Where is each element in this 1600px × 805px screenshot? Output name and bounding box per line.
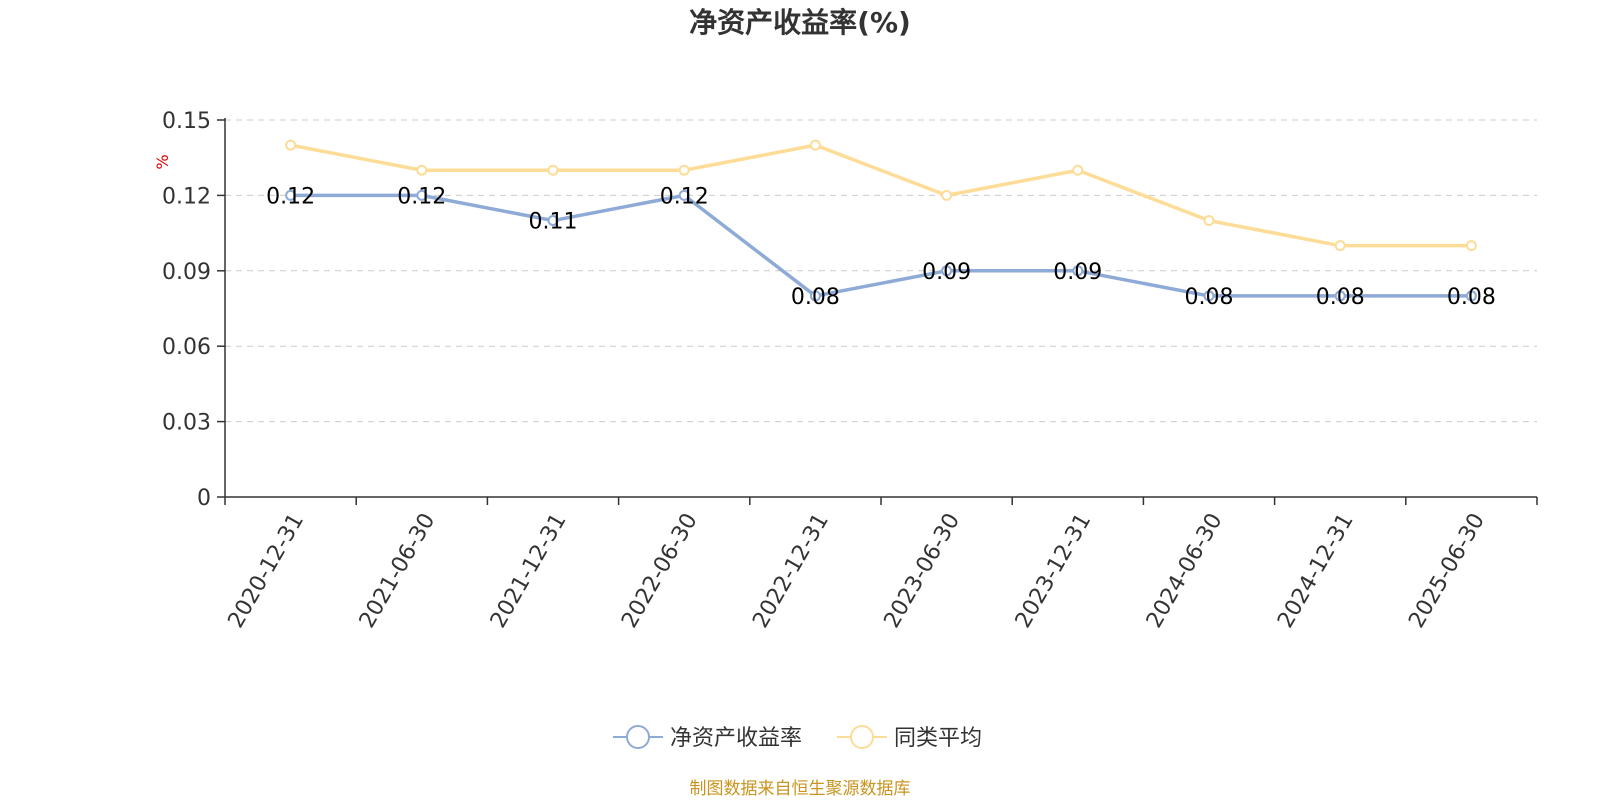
data-point-0 <box>416 189 428 201</box>
data-label: 0.11 <box>529 210 578 235</box>
legend-label-0: 净资产收益率 <box>670 726 802 751</box>
data-point-1 <box>1465 240 1477 252</box>
data-point-0 <box>1334 290 1346 302</box>
data-point-0 <box>809 290 821 302</box>
legend-marker-1 <box>850 725 874 749</box>
x-tick-label: 2025-06-30 <box>1404 509 1490 632</box>
data-point-0 <box>1072 265 1084 277</box>
data-label: 0.08 <box>1185 285 1234 310</box>
data-point-0 <box>1203 290 1215 302</box>
data-point-1 <box>1203 215 1215 227</box>
gridlines <box>225 119 1537 423</box>
data-point-1 <box>416 164 428 176</box>
data-point-0 <box>941 265 953 277</box>
x-tick-label: 2023-12-31 <box>1011 509 1097 632</box>
data-label: 0.12 <box>266 184 315 209</box>
x-tick-label: 2021-06-30 <box>355 509 441 632</box>
y-tick-label: 0.09 <box>162 260 211 285</box>
data-point-0 <box>678 189 690 201</box>
y-axis-unit-label: % <box>153 154 172 169</box>
data-point-1 <box>809 139 821 151</box>
x-tick-label: 2024-06-30 <box>1142 509 1228 632</box>
data-label: 0.08 <box>1447 285 1496 310</box>
y-tick-label: 0.12 <box>162 184 211 209</box>
x-tick-label: 2020-12-31 <box>224 509 310 632</box>
data-label: 0.12 <box>397 184 446 209</box>
y-tick-label: 0.06 <box>162 335 211 360</box>
data-label: 0.08 <box>1316 285 1365 310</box>
data-label: 0.09 <box>922 260 971 285</box>
y-tick-label: 0 <box>197 486 211 511</box>
series <box>285 139 1477 302</box>
x-tick-label: 2024-12-31 <box>1273 509 1359 632</box>
legend-marker-0 <box>626 725 650 749</box>
data-labels: 0.12 0.12 0.11 0.12 0.08 0.09 0.09 0.08 0.08 0.08 <box>266 184 1496 310</box>
x-tick-label: 2023-06-30 <box>880 509 966 632</box>
data-label: 0.08 <box>791 285 840 310</box>
data-point-1 <box>547 164 559 176</box>
x-tick-label: 2022-12-31 <box>748 509 834 632</box>
y-tick-label: 0.03 <box>162 411 211 436</box>
y-tick-label: 0.15 <box>162 109 211 134</box>
data-point-1 <box>941 189 953 201</box>
data-point-1 <box>285 139 297 151</box>
data-label: 0.12 <box>660 184 709 209</box>
data-point-1 <box>1334 240 1346 252</box>
data-point-1 <box>678 164 690 176</box>
legend: 净资产收益率 同类平均 <box>613 725 982 751</box>
data-label: 0.09 <box>1053 260 1102 285</box>
data-point-0 <box>547 215 559 227</box>
x-tick-label: 2021-12-31 <box>486 509 572 632</box>
data-point-1 <box>1072 164 1084 176</box>
source-note: 制图数据来自恒生聚源数据库 <box>690 779 911 799</box>
x-tick-label: 2022-06-30 <box>617 509 703 632</box>
series-line-1 <box>288 143 1474 248</box>
data-point-0 <box>285 189 297 201</box>
axes: 0 0.03 0.06 0.09 0.12 0.15 2020-12-31 2021-06-3… <box>162 109 1538 632</box>
series-line-0 <box>288 193 1474 298</box>
data-point-0 <box>1465 290 1477 302</box>
legend-label-1: 同类平均 <box>894 726 982 751</box>
chart-title: 净资产收益率(%) <box>689 6 911 39</box>
